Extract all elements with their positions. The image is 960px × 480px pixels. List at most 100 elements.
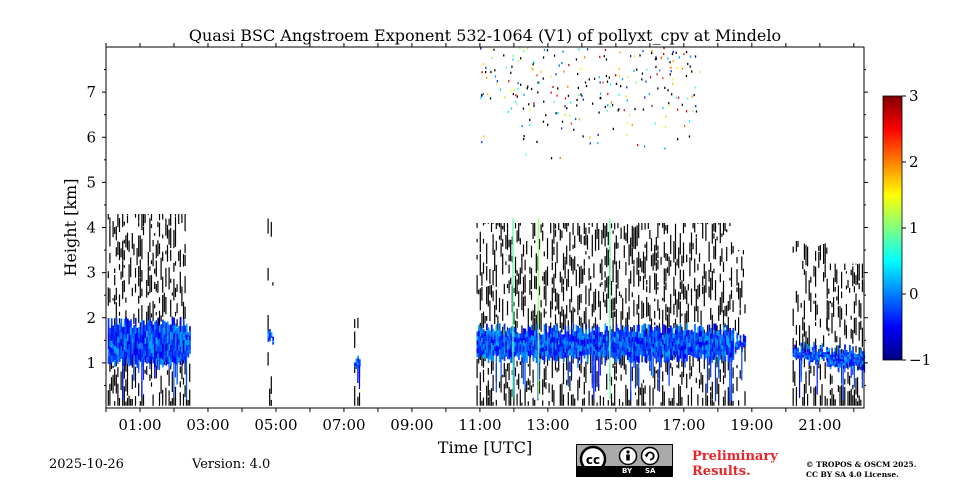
noise-segment [697, 285, 699, 300]
layer-cell [836, 360, 838, 363]
low-streak [141, 365, 143, 397]
noise-segment [623, 355, 625, 370]
layer-cell [839, 361, 842, 365]
scatter-point [599, 92, 602, 95]
layer-cell [857, 359, 859, 363]
layer-cell [575, 324, 578, 331]
layer-cell [794, 353, 796, 356]
noise-segment [546, 266, 549, 286]
layer-cell [684, 344, 687, 350]
layer-cell [118, 323, 121, 330]
noise-segment [545, 270, 547, 291]
noise-segment [538, 286, 541, 296]
noise-segment [114, 294, 116, 305]
layer-cell [657, 340, 659, 346]
noise-segment [625, 232, 627, 241]
layer-cell [617, 328, 619, 334]
noise-segment [620, 311, 622, 326]
noise-segment [802, 317, 804, 331]
noise-segment [665, 282, 667, 291]
layer-cell [181, 345, 183, 353]
noise-segment [534, 317, 536, 331]
noise-segment [510, 239, 512, 262]
noise-segment [599, 283, 601, 287]
scatter-point [625, 95, 627, 98]
noise-segment [487, 397, 489, 406]
layer-cell [826, 353, 829, 357]
noise-segment [630, 270, 632, 284]
low-streak [122, 362, 124, 400]
scatter-point [523, 49, 525, 53]
layer-cell [836, 362, 838, 365]
layer-cell [673, 341, 675, 347]
layer-cell [147, 334, 150, 342]
noise-segment [505, 368, 507, 389]
layer-cell [849, 358, 851, 363]
noise-segment [107, 271, 109, 279]
layer-cell [546, 345, 549, 351]
noise-segment [580, 234, 582, 244]
layer-cell [631, 336, 634, 343]
scatter-point [558, 64, 560, 67]
noise-segment [130, 398, 132, 406]
layer-cell [610, 333, 613, 339]
noise-segment [810, 386, 812, 394]
layer-cell [270, 334, 273, 337]
noise-segment [631, 366, 633, 381]
layer-cell [716, 346, 719, 352]
layer-cell [481, 341, 483, 347]
noise-segment [710, 386, 712, 391]
noise-segment [482, 358, 485, 368]
layer-cell [542, 334, 544, 340]
scatter-point [688, 135, 691, 138]
noise-segment [795, 386, 797, 406]
layer-cell [538, 338, 541, 344]
layer-cell [133, 330, 135, 338]
layer-cell [187, 344, 190, 350]
layer-cell [792, 350, 795, 353]
noise-segment [633, 300, 635, 317]
layer-cell [602, 334, 605, 339]
layer-cell [358, 360, 361, 363]
noise-segment [698, 283, 701, 297]
noise-segment [684, 286, 686, 300]
layer-cell [561, 346, 563, 351]
layer-cell [628, 331, 631, 338]
layer-cell [126, 341, 129, 349]
noise-segment [834, 263, 836, 283]
layer-cell [497, 337, 499, 343]
noise-segment [732, 367, 734, 379]
layer-cell [117, 348, 119, 355]
noise-segment [727, 387, 729, 406]
noise-segment [622, 298, 624, 320]
low-streak [861, 369, 863, 389]
layer-cell [270, 336, 273, 338]
noise-segment [797, 241, 799, 248]
layer-cell [604, 323, 607, 331]
noise-segment [678, 383, 680, 406]
layer-cell [724, 330, 727, 336]
layer-cell [125, 317, 127, 325]
layer-cell [744, 342, 747, 345]
low-streak [570, 356, 573, 374]
noise-segment [644, 223, 646, 230]
noise-segment [141, 238, 143, 260]
layer-cell [162, 351, 164, 360]
layer-cell [599, 353, 602, 359]
layer-cell [631, 357, 634, 363]
layer-cell [847, 354, 850, 357]
layer-cell [586, 343, 589, 349]
noise-segment [612, 311, 614, 324]
noise-segment [578, 356, 581, 361]
noise-segment [713, 268, 715, 274]
layer-cell [794, 346, 796, 350]
layer-cell [689, 334, 691, 340]
noise-segment [617, 223, 619, 229]
noise-segment [168, 229, 170, 245]
layer-cell [578, 327, 581, 333]
noise-segment [705, 223, 707, 241]
layer-cell [542, 342, 544, 348]
layer-cell [553, 336, 555, 344]
layer-cell [575, 336, 578, 342]
layer-cell [479, 345, 482, 351]
